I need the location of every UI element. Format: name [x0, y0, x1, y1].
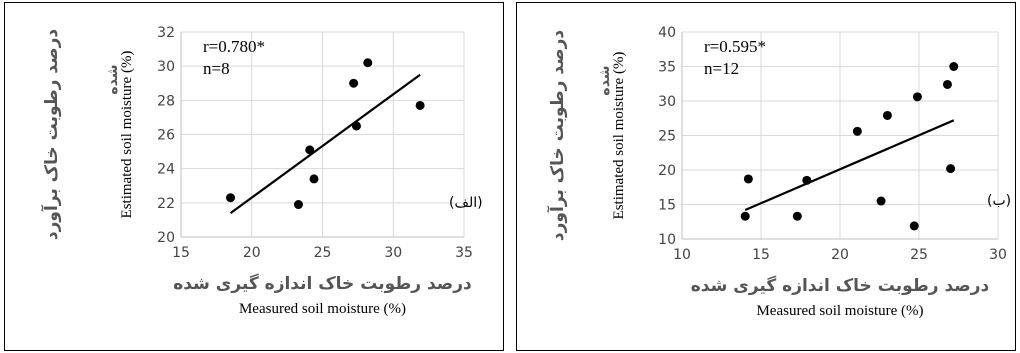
- x-axis-title-fa: درصد رطوبت خاک اندازه گیری شده: [173, 273, 472, 294]
- x-tick-label: 20: [243, 245, 261, 261]
- correlation-label: r=0.595*: [704, 37, 766, 56]
- data-point: [416, 101, 425, 110]
- y-tick-label: 25: [658, 129, 676, 145]
- chart-panel-b: 10 15 20 25 30 10 15 20 25 30 35 40 r=0.595* n=12 (ب) د…: [516, 2, 1016, 351]
- y-tick-label: 10: [658, 232, 676, 248]
- data-point: [949, 62, 958, 71]
- x-axis-title: Measured soil moisture (%): [239, 301, 406, 317]
- panel-tag-label: (ب): [987, 193, 1011, 209]
- y-tick-label: 28: [157, 93, 175, 109]
- y-tick-label: 30: [157, 59, 175, 75]
- panel-tag-label: (الف): [449, 195, 483, 211]
- scatter-chart-a: 15 20 25 30 3520222426283032r=0.780*n=8(الف)…: [5, 3, 503, 350]
- data-point: [294, 200, 303, 209]
- data-point: [853, 127, 862, 136]
- trendline: [231, 75, 421, 213]
- y-axis-title: Estimated soil moisture (%): [119, 51, 135, 219]
- data-point: [883, 111, 892, 120]
- data-point: [744, 174, 753, 183]
- data-point: [910, 221, 919, 230]
- data-point: [877, 197, 886, 206]
- data-point: [352, 121, 361, 130]
- data-point: [305, 145, 314, 154]
- x-tick-label: 15: [752, 247, 770, 263]
- data-point: [913, 92, 922, 101]
- y-tick-label: 32: [157, 25, 175, 41]
- x-tick-label: 25: [314, 245, 332, 261]
- x-tick-label: 15: [172, 245, 190, 261]
- y-axis-title: Estimated soil moisture (%): [611, 52, 627, 220]
- data-point: [946, 164, 955, 173]
- x-tick-label: 30: [384, 245, 402, 261]
- sample-size-label: n=12: [704, 59, 739, 78]
- chart-panel-a: 15 20 25 30 35 20 22 24 26 28 30 32 r=0.780* n=8 (الف)…: [4, 2, 504, 351]
- y-tick-label: 15: [658, 198, 676, 214]
- data-point: [793, 212, 802, 221]
- data-point: [226, 193, 235, 202]
- trendline: [745, 120, 954, 210]
- x-axis-title: Measured soil moisture (%): [756, 303, 923, 319]
- y-axis-title-fa: درصد رطوبت خاک برآورد: [546, 30, 568, 242]
- y-tick-label: 20: [658, 163, 676, 179]
- correlation-label: r=0.780*: [203, 37, 265, 56]
- sample-size-label: n=8: [203, 59, 230, 78]
- data-point: [349, 79, 358, 88]
- x-axis-title-fa: درصد رطوبت خاک اندازه گیری شده: [691, 275, 990, 296]
- data-point: [943, 80, 952, 89]
- data-point: [802, 176, 811, 185]
- scatter-chart-b: 10 15 20 25 30 10 15 20 25 30 35 40 r=0.595* n=12 (ب) د…: [517, 3, 1015, 350]
- y-tick-label: 35: [658, 60, 676, 76]
- data-point: [363, 58, 372, 67]
- y-axis-title-fa: درصد رطوبت خاک برآورد: [40, 29, 62, 241]
- y-tick-label: 22: [157, 196, 175, 212]
- x-tick-label: 30: [989, 247, 1007, 263]
- y-tick-label: 20: [157, 230, 175, 246]
- x-tick-label: 10: [673, 247, 691, 263]
- x-tick-label: 25: [910, 247, 928, 263]
- data-point: [310, 174, 319, 183]
- y-tick-label: 30: [658, 94, 676, 110]
- x-tick-label: 35: [455, 245, 473, 261]
- y-tick-label: 24: [157, 162, 175, 178]
- y-tick-label: 26: [157, 128, 175, 144]
- y-tick-label: 40: [658, 25, 676, 41]
- data-point: [741, 212, 750, 221]
- x-tick-label: 20: [831, 247, 849, 263]
